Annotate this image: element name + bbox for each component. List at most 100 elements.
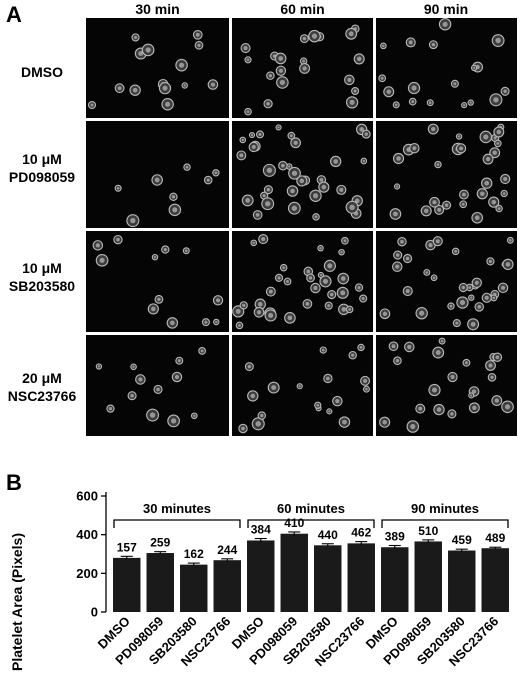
platelet-cell — [182, 247, 190, 255]
bar-value-label: 459 — [452, 533, 472, 547]
platelet-cell — [432, 346, 445, 359]
platelet-cell — [299, 62, 311, 74]
platelet-cell — [241, 194, 254, 207]
platelet-cell — [244, 56, 252, 64]
platelet-cell — [95, 363, 103, 370]
platelet-cell — [290, 137, 301, 149]
platelet-cell — [147, 303, 159, 315]
platelet-cell — [338, 416, 351, 428]
micrograph-sb203580-60-min — [232, 231, 373, 332]
platelet-cell — [212, 295, 224, 306]
platelet-cell — [468, 392, 475, 399]
platelet-cell — [201, 318, 210, 327]
bar-value-label: 162 — [184, 547, 204, 561]
row-label-sb203580-line2: SB203580 — [8, 278, 76, 294]
platelet-cell — [359, 294, 368, 303]
platelet-cell — [319, 275, 332, 288]
platelet-cell — [345, 27, 358, 40]
platelet-cell — [323, 259, 336, 272]
platelet-cell — [296, 383, 303, 390]
platelet-cell — [274, 52, 287, 65]
row-label-sb203580-line1: 10 μM — [22, 260, 62, 276]
platelet-cell — [167, 414, 180, 428]
platelet-cell — [429, 196, 440, 208]
platelet-cell — [456, 143, 467, 154]
platelet-cell — [393, 183, 401, 190]
micrograph-dmso-30-min — [86, 18, 229, 118]
platelet-cell — [255, 130, 265, 139]
platelet-cell — [248, 131, 256, 139]
platelet-cell — [257, 411, 267, 420]
platelet-cell — [285, 163, 293, 170]
micrograph-sb203580-90-min — [376, 231, 517, 332]
micrograph-sb203580-30-min — [86, 231, 229, 332]
bar — [381, 547, 409, 612]
platelet-cell — [310, 282, 321, 294]
platelet-cell — [203, 175, 213, 185]
platelet-cell — [336, 184, 347, 195]
platelet-cell — [442, 200, 452, 210]
platelet-cell — [326, 408, 333, 415]
platelet-cell — [232, 305, 245, 318]
micrograph-pd098059-90-min — [376, 121, 517, 228]
y-tick-label: 0 — [91, 605, 98, 620]
platelet-cell — [153, 384, 163, 394]
platelet-cell — [451, 247, 460, 256]
platelet-cell — [146, 408, 160, 422]
platelet-cell — [455, 133, 463, 140]
platelet-cell — [239, 136, 247, 144]
platelet-cell — [389, 208, 402, 220]
platelet-cell — [261, 197, 275, 211]
platelet-cell — [380, 42, 387, 50]
platelet-cell — [323, 373, 333, 384]
bar — [247, 540, 275, 612]
platelet-cell — [190, 412, 198, 420]
platelet-cell — [494, 139, 502, 148]
bar — [213, 560, 241, 612]
platelet-cell — [406, 420, 420, 433]
platelet-cell — [319, 346, 327, 354]
platelet-cell — [332, 395, 343, 407]
platelet-cell — [488, 196, 500, 208]
platelet-cell — [114, 83, 125, 94]
platelet-cell — [459, 189, 469, 200]
platelet-cell — [287, 131, 296, 140]
platelet-cell — [169, 192, 178, 202]
platelet-cell — [308, 29, 321, 43]
platelet-cell — [468, 294, 475, 301]
platelet-cell — [428, 383, 441, 397]
platelet-cell — [181, 82, 188, 89]
platelet-cell — [258, 234, 269, 245]
platelet-cell — [288, 166, 301, 180]
platelet-cell — [92, 240, 104, 251]
platelet-cell — [447, 371, 458, 383]
column-header-60-min: 60 min — [280, 1, 325, 17]
platelet-cell — [276, 76, 289, 89]
platelet-cell — [126, 214, 140, 228]
platelet-cell — [135, 374, 146, 385]
bar-value-label: 384 — [251, 523, 271, 537]
platelet-cell — [87, 100, 97, 110]
platelet-cell — [402, 253, 413, 264]
platelet-cell — [476, 188, 488, 200]
micrograph-nsc23766-30-min — [86, 335, 229, 436]
panel-a-letter: A — [6, 2, 22, 27]
bar-value-label: 489 — [485, 531, 505, 545]
y-tick-label: 600 — [76, 489, 98, 504]
platelet-cell — [236, 150, 247, 161]
platelet-cell — [360, 157, 368, 165]
group-bracket — [381, 519, 509, 528]
bar — [146, 553, 174, 612]
bar-value-label: 244 — [217, 543, 237, 557]
platelet-cell — [474, 302, 485, 312]
platelet-cell — [438, 18, 452, 31]
platelet-cell — [151, 174, 163, 186]
micrograph-dmso-60-min — [232, 18, 373, 118]
bar — [414, 541, 442, 612]
platelet-cell — [489, 93, 503, 107]
platelet-cell — [302, 298, 313, 309]
platelet-cell — [314, 401, 322, 409]
platelet-cell — [420, 205, 432, 217]
platelet-cell — [467, 318, 480, 331]
platelet-cell — [428, 40, 438, 50]
